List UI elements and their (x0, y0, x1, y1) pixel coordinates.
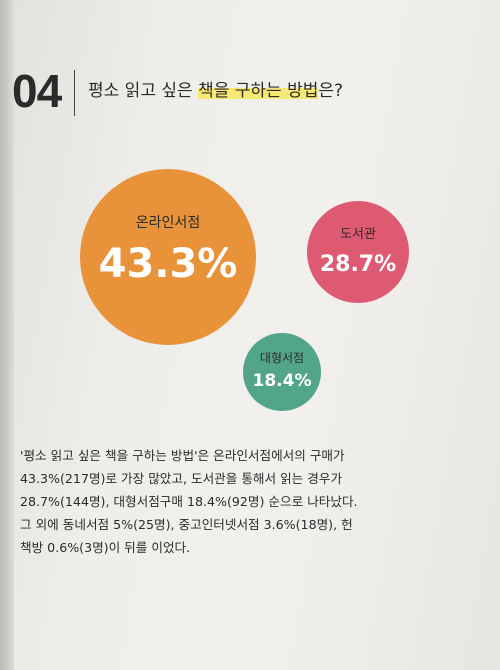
bubble-label-library: 도서관 (340, 227, 376, 242)
question-number: 04 (12, 65, 62, 117)
bubble-online-bookstore (80, 169, 256, 345)
question-title: 평소 읽고 싶은 책을 구하는 방법은? (88, 76, 343, 101)
question-title-highlight: 책을 구하는 방법 (198, 81, 319, 101)
bubble-chart: 온라인서점 43.3% 도서관 28.7% 대형서점 18.4% (80, 169, 409, 411)
question-title-start: 평소 읽고 싶은 (88, 81, 199, 101)
bubble-label-large-bookstore: 대형서점 (260, 351, 304, 365)
body-line: '평소 읽고 싶은 책을 구하는 방법'은 온라인서점에서의 구매가 (20, 448, 345, 463)
page-gutter-shadow (0, 0, 14, 670)
question-divider (74, 70, 75, 116)
body-line: 43.3%(217명)로 가장 많았고, 도서관을 통해서 읽는 경우가 (20, 471, 343, 486)
bubble-value-online-bookstore: 43.3% (99, 241, 238, 287)
bubble-value-library: 28.7% (320, 252, 396, 277)
body-paragraph: '평소 읽고 싶은 책을 구하는 방법'은 온라인서점에서의 구매가 43.3%… (20, 444, 490, 559)
body-line: 28.7%(144명), 대형서점구매 18.4%(92명) 순으로 나타났다. (20, 494, 358, 509)
body-line: 책방 0.6%(3명)이 뒤를 이었다. (20, 540, 191, 555)
question-title-end: 은? (318, 81, 344, 101)
bubble-value-large-bookstore: 18.4% (253, 371, 312, 391)
bubble-library (307, 201, 409, 303)
body-line: 그 외에 동네서점 5%(25명), 중고인터넷서점 3.6%(18명), 헌 (20, 517, 353, 532)
bubble-large-bookstore (243, 333, 321, 411)
bubble-label-online-bookstore: 온라인서점 (136, 215, 200, 231)
